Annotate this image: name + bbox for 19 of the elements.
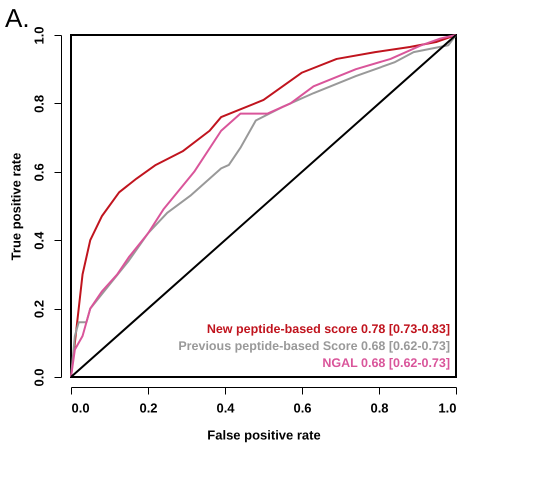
y-tick-label: 0.6 [32,163,46,182]
text: Previous peptide-based Score 0.68 [0.62-0.73] [178,339,450,353]
x-tick-label: 0.0 [72,400,90,416]
x-axis-title: False positive rate [207,428,321,442]
text: New peptide-based score 0.78 [0.73-0.83] [206,322,450,336]
line-series [70,34,457,378]
y-tick-label: 0.8 [32,94,46,113]
y-tick-label: 0.2 [32,300,46,318]
x-tick-label: 1.0 [438,400,456,416]
x-tick-label: 0.6 [293,400,312,416]
x-tick-label: 0.4 [216,400,236,416]
text: NGAL 0.68 [0.62-0.73] [322,356,450,370]
x-tick-label: 0.8 [370,400,389,416]
y-tick-label: 1.0 [32,26,46,45]
y-tick-label: 0.0 [32,368,46,387]
y-tick-label: 0.4 [32,230,46,250]
x-tick-label: 0.2 [139,400,158,416]
y-axis-title: True positive rate [8,152,24,260]
chart-title: A. [5,2,30,33]
